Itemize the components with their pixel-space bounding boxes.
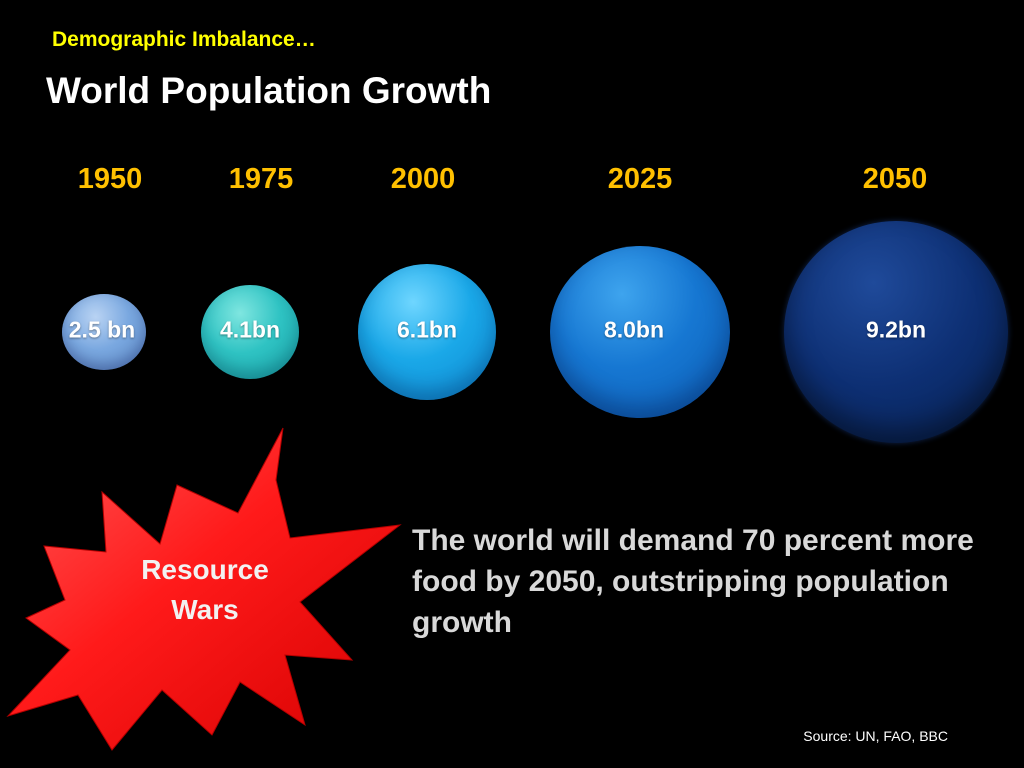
population-bubble-2000 bbox=[358, 264, 496, 400]
year-2025: 2025 bbox=[607, 163, 673, 195]
population-bubble-2050 bbox=[784, 221, 1008, 443]
population-bubble-2025 bbox=[550, 246, 730, 418]
resource-wars-text: Resource Wars bbox=[100, 550, 310, 630]
year-1975: 1975 bbox=[228, 163, 294, 195]
population-label-2000: 6.1bn bbox=[396, 316, 458, 343]
slide-subtitle: Demographic Imbalance… bbox=[52, 28, 316, 51]
year-2050: 2050 bbox=[862, 163, 928, 195]
food-demand-note: The world will demand 70 percent more fo… bbox=[412, 524, 974, 639]
year-1950: 1950 bbox=[77, 163, 143, 195]
explosion-burst-icon bbox=[6, 427, 402, 751]
resource-wars-burst: Resource Wars bbox=[0, 420, 420, 760]
population-bubble-1975 bbox=[201, 285, 299, 379]
burst-line-2: Wars bbox=[171, 594, 239, 625]
slide-title: World Population Growth bbox=[46, 70, 492, 111]
source-citation: Source: UN, FAO, BBC bbox=[803, 728, 948, 744]
year-2000: 2000 bbox=[390, 163, 456, 195]
population-bubble-1950 bbox=[62, 294, 146, 370]
population-label-2050: 9.2bn bbox=[865, 316, 927, 343]
population-label-1975: 4.1bn bbox=[219, 316, 281, 343]
population-label-1950: 2.5 bn bbox=[68, 316, 136, 343]
population-label-2025: 8.0bn bbox=[603, 316, 665, 343]
burst-line-1: Resource bbox=[141, 554, 269, 585]
